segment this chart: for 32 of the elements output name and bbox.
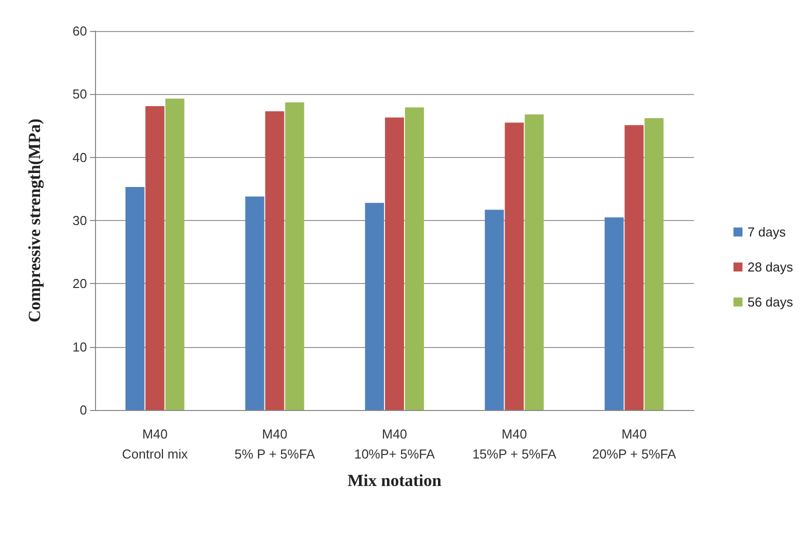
x-tick-label: M40 10%P+ 5%FA bbox=[354, 426, 436, 462]
y-tick-label: 10 bbox=[72, 339, 87, 354]
y-tick-label: 40 bbox=[72, 150, 87, 165]
x-tick-label: M40 15%P + 5%FA bbox=[472, 426, 557, 462]
y-axis-title: Compressive strength(MPa) bbox=[25, 118, 44, 322]
bar bbox=[604, 217, 624, 410]
legend-label: 56 days bbox=[747, 294, 794, 310]
bar bbox=[125, 187, 144, 410]
bar bbox=[484, 210, 504, 410]
bar bbox=[165, 98, 184, 410]
bar bbox=[524, 114, 544, 410]
x-tick-label: M40 20%P + 5%FA bbox=[592, 426, 676, 462]
y-tick-label: 30 bbox=[72, 213, 87, 228]
y-tick-label: 20 bbox=[72, 276, 87, 292]
legend-label: 7 days bbox=[747, 224, 786, 240]
bar bbox=[404, 107, 424, 410]
bar bbox=[145, 106, 164, 410]
y-tick-label: 50 bbox=[72, 86, 87, 102]
bar bbox=[245, 196, 264, 410]
bar bbox=[504, 122, 524, 410]
y-tick-label: 60 bbox=[72, 24, 87, 38]
bar bbox=[644, 118, 664, 410]
y-tick-label: 0 bbox=[80, 402, 87, 418]
x-tick-label: M40 5% P + 5%FA bbox=[234, 426, 316, 462]
legend-label: 28 days bbox=[747, 260, 794, 274]
bar bbox=[285, 102, 304, 410]
bar bbox=[265, 111, 284, 410]
bar bbox=[365, 202, 384, 410]
bar bbox=[385, 118, 404, 410]
x-axis-title: Mix notation bbox=[348, 471, 442, 490]
bar bbox=[624, 125, 644, 410]
x-tick-label: M40 Control mix bbox=[122, 426, 188, 462]
